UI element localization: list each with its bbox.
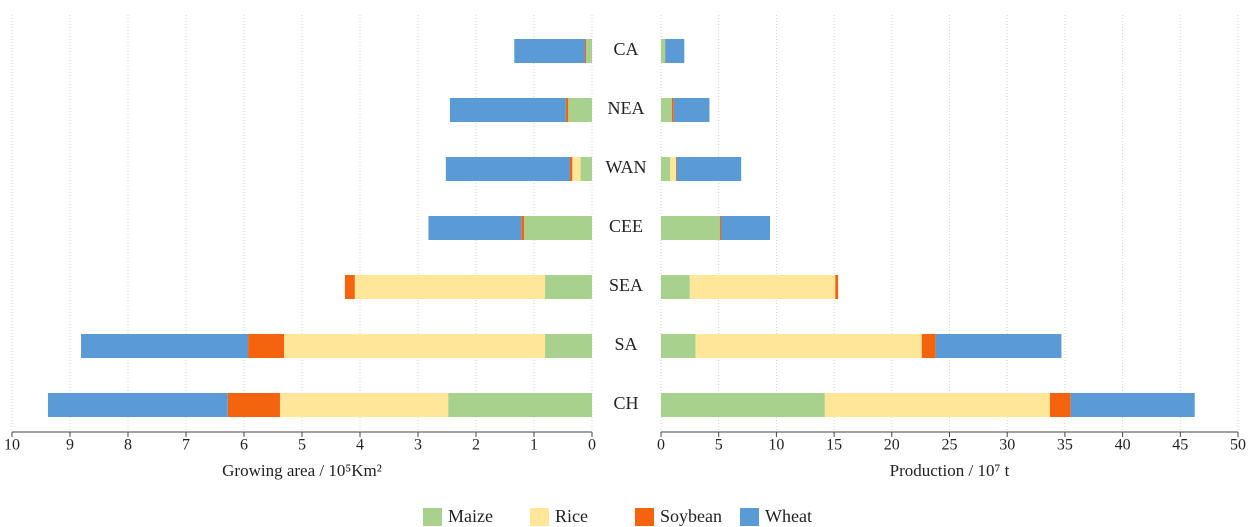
x-tick-label: 5: [298, 437, 306, 454]
bar-segment: [1049, 393, 1071, 417]
bar-segment: [47, 393, 228, 417]
x-tick-label: 20: [884, 437, 900, 454]
bar-segment: [227, 393, 280, 417]
bar-segment: [661, 275, 690, 299]
category-label: SEA: [609, 275, 643, 295]
bar-segment: [572, 157, 581, 181]
x-axis-label: Growing area / 10⁵Km²: [222, 461, 382, 480]
bar-segment: [586, 39, 592, 63]
legend-label: Rice: [555, 506, 588, 526]
bar-segment: [661, 157, 671, 181]
bar-segment: [445, 157, 570, 181]
x-tick-label: 50: [1230, 437, 1246, 454]
category-label: CH: [613, 393, 638, 413]
x-tick-label: 5: [715, 437, 723, 454]
x-tick-label: 10: [768, 437, 784, 454]
bar-segment: [449, 98, 566, 122]
bar-segment: [524, 216, 592, 240]
category-label: NEA: [608, 98, 645, 118]
bar-segment: [676, 157, 677, 181]
bar-segment: [580, 157, 592, 181]
bar-segment: [428, 216, 522, 240]
bar-segment: [1070, 393, 1195, 417]
bar-segment: [835, 275, 839, 299]
bar-segment: [665, 39, 685, 63]
x-tick-label: 25: [942, 437, 958, 454]
bar-segment: [344, 275, 355, 299]
x-axis-label: Production / 10⁷ t: [890, 461, 1010, 480]
bar-segment: [545, 275, 592, 299]
x-tick-label: 4: [356, 437, 364, 454]
bar-segment: [721, 216, 771, 240]
x-tick-label: 10: [4, 437, 20, 454]
x-tick-label: 15: [826, 437, 842, 454]
bar-segment: [545, 334, 592, 358]
x-tick-label: 40: [1115, 437, 1131, 454]
x-tick-label: 6: [240, 437, 248, 454]
bar-segment: [585, 39, 587, 63]
bar-segment: [661, 334, 696, 358]
category-label: SA: [614, 334, 637, 354]
bar-segment: [921, 334, 936, 358]
bar-segment: [284, 334, 546, 358]
bar-segment: [935, 334, 1062, 358]
category-label: CA: [613, 39, 638, 59]
bar-segment: [248, 334, 285, 358]
bar-segment: [689, 275, 836, 299]
x-tick-label: 0: [588, 437, 596, 454]
bar-segment: [565, 98, 569, 122]
x-tick-label: 8: [124, 437, 132, 454]
bar-segment: [661, 98, 672, 122]
legend-label: Soybean: [660, 506, 722, 526]
x-tick-label: 7: [182, 437, 190, 454]
legend-label: Wheat: [765, 506, 812, 526]
category-label: CEE: [609, 216, 643, 236]
x-tick-label: 1: [530, 437, 538, 454]
bar-segment: [279, 393, 449, 417]
category-label: WAN: [606, 157, 647, 177]
x-tick-label: 2: [472, 437, 480, 454]
bar-segment: [670, 157, 677, 181]
bar-segment: [448, 393, 592, 417]
bar-segment: [719, 216, 722, 240]
bar-segment: [514, 39, 586, 63]
bar-segment: [661, 393, 825, 417]
x-tick-label: 0: [657, 437, 665, 454]
x-tick-label: 3: [414, 437, 422, 454]
x-tick-label: 9: [66, 437, 74, 454]
bar-segment: [568, 98, 592, 122]
bar-segment: [824, 393, 1050, 417]
bar-segment: [673, 98, 710, 122]
bar-segment: [661, 39, 666, 63]
legend-swatch: [530, 508, 549, 526]
bar-segment: [354, 275, 546, 299]
bar-segment: [569, 157, 573, 181]
bar-segment: [81, 334, 249, 358]
bar-segment: [676, 157, 742, 181]
bar-segment: [695, 334, 922, 358]
x-tick-label: 30: [999, 437, 1015, 454]
legend-swatch: [635, 508, 654, 526]
bar-segment: [521, 216, 525, 240]
legend-swatch: [740, 508, 759, 526]
x-tick-label: 45: [1172, 437, 1188, 454]
bar-segment: [661, 216, 720, 240]
x-tick-label: 35: [1057, 437, 1073, 454]
legend-swatch: [423, 508, 442, 526]
legend-label: Maize: [448, 506, 493, 526]
bar-segment: [671, 98, 674, 122]
